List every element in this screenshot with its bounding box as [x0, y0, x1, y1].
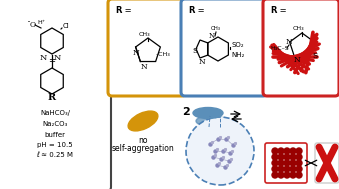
Text: CH₃: CH₃ — [138, 32, 150, 36]
Text: R: R — [48, 93, 56, 102]
Text: R: R — [188, 6, 195, 15]
Text: S: S — [192, 47, 197, 55]
Text: H₃C–S: H₃C–S — [270, 46, 288, 50]
Circle shape — [290, 166, 296, 172]
Text: NaHCO₃/: NaHCO₃/ — [40, 110, 70, 116]
Circle shape — [296, 154, 302, 160]
Circle shape — [278, 148, 284, 154]
Text: S: S — [312, 52, 317, 60]
Text: SO₂: SO₂ — [231, 42, 244, 48]
Text: N: N — [141, 63, 148, 71]
Text: CH₃: CH₃ — [292, 26, 304, 30]
Text: N: N — [209, 32, 215, 40]
Text: self-aggregation: self-aggregation — [112, 144, 174, 153]
Circle shape — [296, 166, 302, 172]
Circle shape — [284, 166, 290, 172]
Circle shape — [296, 148, 302, 154]
FancyBboxPatch shape — [265, 143, 307, 183]
Circle shape — [296, 160, 302, 166]
Ellipse shape — [128, 111, 158, 131]
FancyBboxPatch shape — [263, 0, 339, 96]
FancyBboxPatch shape — [315, 143, 339, 183]
Circle shape — [272, 148, 278, 154]
Text: N: N — [133, 49, 140, 57]
Circle shape — [278, 172, 284, 178]
Circle shape — [278, 154, 284, 160]
Text: H⁺: H⁺ — [37, 19, 45, 25]
Text: ·: · — [27, 16, 31, 29]
Circle shape — [290, 148, 296, 154]
Circle shape — [272, 154, 278, 160]
Text: =: = — [277, 6, 287, 15]
Circle shape — [290, 154, 296, 160]
Circle shape — [290, 160, 296, 166]
FancyBboxPatch shape — [0, 0, 111, 189]
Text: N: N — [40, 54, 47, 62]
Text: 2: 2 — [182, 107, 190, 117]
FancyBboxPatch shape — [108, 0, 186, 96]
Text: ℓ ≈ 0.25 M: ℓ ≈ 0.25 M — [37, 152, 74, 158]
Text: N: N — [286, 38, 293, 46]
Circle shape — [284, 172, 290, 178]
Text: buffer: buffer — [44, 132, 65, 138]
Text: Cl: Cl — [63, 23, 70, 29]
Text: =: = — [48, 57, 55, 66]
Circle shape — [290, 172, 296, 178]
Circle shape — [284, 154, 290, 160]
FancyBboxPatch shape — [181, 0, 267, 96]
Ellipse shape — [193, 108, 223, 119]
Circle shape — [278, 166, 284, 172]
Text: CH₃: CH₃ — [211, 26, 221, 32]
Text: Na₂CO₃: Na₂CO₃ — [42, 121, 67, 127]
Text: NH₂: NH₂ — [231, 52, 244, 58]
Circle shape — [186, 117, 254, 185]
Ellipse shape — [196, 115, 226, 126]
Circle shape — [272, 166, 278, 172]
Text: N: N — [199, 58, 206, 66]
Text: N: N — [294, 56, 301, 64]
Text: pH = 10.5: pH = 10.5 — [37, 142, 73, 148]
Circle shape — [278, 160, 284, 166]
Circle shape — [296, 172, 302, 178]
Text: O: O — [30, 21, 36, 29]
Text: =: = — [195, 6, 205, 15]
Circle shape — [272, 172, 278, 178]
Circle shape — [272, 160, 278, 166]
Circle shape — [284, 148, 290, 154]
Text: =: = — [122, 6, 132, 15]
Text: N: N — [54, 54, 61, 62]
Text: –CH₃: –CH₃ — [156, 53, 171, 57]
Text: R: R — [115, 6, 121, 15]
Text: R: R — [270, 6, 277, 15]
Circle shape — [284, 160, 290, 166]
Text: no: no — [138, 136, 148, 145]
